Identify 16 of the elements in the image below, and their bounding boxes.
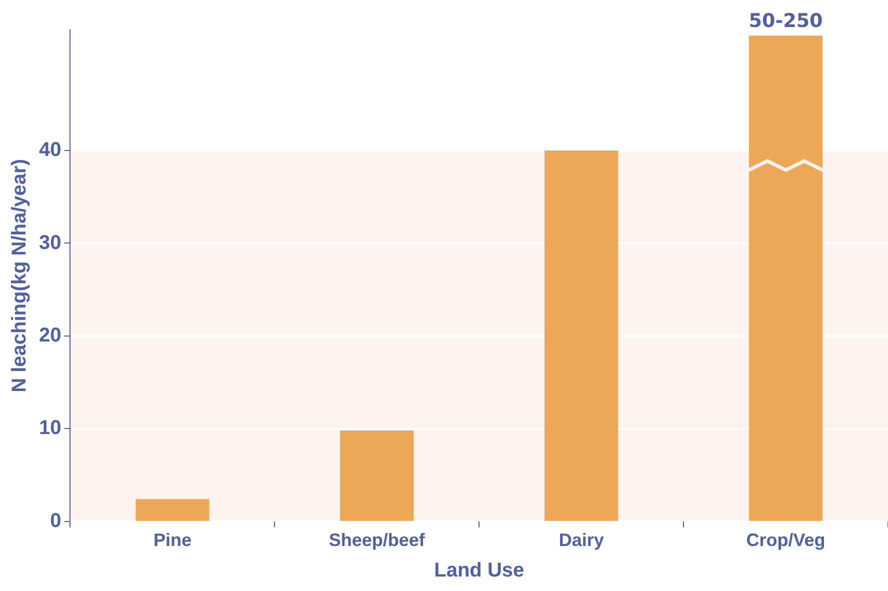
data-label: 50-250 xyxy=(748,10,823,32)
bar xyxy=(136,499,210,521)
y-tick-label: 0 xyxy=(50,510,62,532)
bar xyxy=(544,150,618,521)
y-axis-title: N leaching(kg N/ha/year) xyxy=(8,158,31,392)
bar xyxy=(748,36,823,521)
y-tick-label: 40 xyxy=(38,139,62,162)
x-axis-title: Land Use xyxy=(434,560,524,582)
x-tick-label: Pine xyxy=(153,530,192,550)
y-tick-label: 20 xyxy=(38,324,62,346)
y-tick-label: 30 xyxy=(38,232,62,254)
bar xyxy=(340,430,414,521)
x-tick-label: Sheep/beef xyxy=(328,530,426,550)
y-tick-label: 10 xyxy=(38,417,62,440)
x-tick-label: Crop/Veg xyxy=(746,530,826,550)
x-tick-label: Dairy xyxy=(558,530,604,550)
